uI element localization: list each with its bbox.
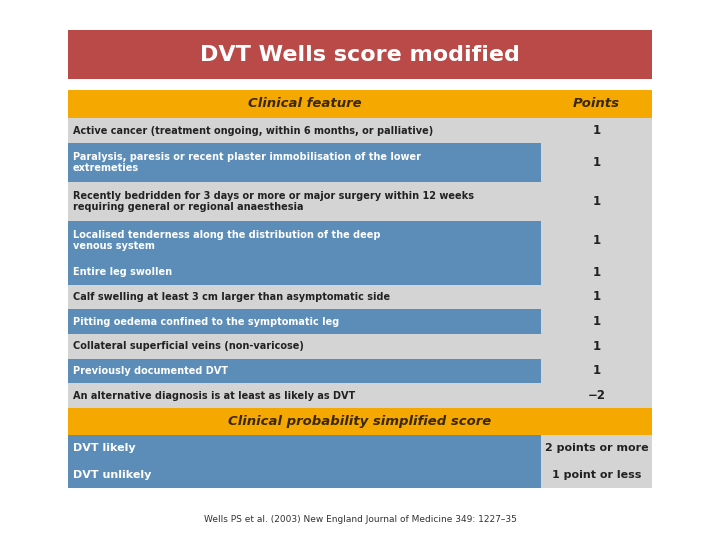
Bar xyxy=(541,359,652,383)
Text: 1: 1 xyxy=(593,156,600,169)
Text: 1: 1 xyxy=(593,234,600,247)
Text: 2 points or more: 2 points or more xyxy=(545,443,648,453)
Text: Wells PS et al. (2003) New England Journal of Medicine 349: 1227–35: Wells PS et al. (2003) New England Journ… xyxy=(204,516,516,524)
Text: DVT likely: DVT likely xyxy=(73,443,135,453)
Text: 1: 1 xyxy=(593,364,600,377)
Text: Clinical probability simplified score: Clinical probability simplified score xyxy=(228,415,492,428)
Text: 1 point or less: 1 point or less xyxy=(552,470,642,480)
Text: Entire leg swollen: Entire leg swollen xyxy=(73,267,172,278)
Bar xyxy=(68,383,541,408)
Bar xyxy=(541,260,652,285)
Text: DVT unlikely: DVT unlikely xyxy=(73,470,151,480)
Text: 1: 1 xyxy=(593,291,600,303)
Bar xyxy=(68,30,652,79)
Bar xyxy=(68,334,541,359)
Bar xyxy=(541,285,652,309)
Text: An alternative diagnosis is at least as likely as DVT: An alternative diagnosis is at least as … xyxy=(73,390,355,401)
Text: Active cancer (treatment ongoing, within 6 months, or palliative): Active cancer (treatment ongoing, within… xyxy=(73,126,433,136)
Bar xyxy=(541,334,652,359)
Bar xyxy=(541,461,652,488)
Bar xyxy=(68,461,541,488)
Text: 1: 1 xyxy=(593,340,600,353)
Bar xyxy=(68,182,541,221)
Text: 1: 1 xyxy=(593,124,600,137)
Bar xyxy=(541,435,652,461)
Text: Clinical feature: Clinical feature xyxy=(248,97,361,111)
Text: Collateral superficial veins (non-varicose): Collateral superficial veins (non-varico… xyxy=(73,341,304,352)
Bar xyxy=(68,359,541,383)
Text: Points: Points xyxy=(573,97,620,111)
Text: Calf swelling at least 3 cm larger than asymptomatic side: Calf swelling at least 3 cm larger than … xyxy=(73,292,390,302)
Text: Recently bedridden for 3 days or more or major surgery within 12 weeks
requiring: Recently bedridden for 3 days or more or… xyxy=(73,191,474,212)
Text: 1: 1 xyxy=(593,266,600,279)
Bar xyxy=(68,90,541,118)
Text: 1: 1 xyxy=(593,195,600,208)
Bar xyxy=(541,182,652,221)
Bar xyxy=(541,90,652,118)
Bar xyxy=(68,285,541,309)
Bar xyxy=(68,221,541,260)
Bar xyxy=(68,260,541,285)
Bar xyxy=(541,383,652,408)
Text: Previously documented DVT: Previously documented DVT xyxy=(73,366,228,376)
Bar xyxy=(541,143,652,182)
Bar xyxy=(541,221,652,260)
Text: 1: 1 xyxy=(593,315,600,328)
Bar xyxy=(68,435,541,461)
Text: Paralysis, paresis or recent plaster immobilisation of the lower
extremeties: Paralysis, paresis or recent plaster imm… xyxy=(73,152,421,173)
Text: Localised tenderness along the distribution of the deep
venous system: Localised tenderness along the distribut… xyxy=(73,230,380,251)
Bar xyxy=(68,143,541,182)
Bar xyxy=(68,408,652,435)
Text: −2: −2 xyxy=(588,389,606,402)
Bar xyxy=(541,309,652,334)
Bar xyxy=(541,118,652,143)
Bar xyxy=(68,118,541,143)
Text: Pitting oedema confined to the symptomatic leg: Pitting oedema confined to the symptomat… xyxy=(73,316,339,327)
Text: DVT Wells score modified: DVT Wells score modified xyxy=(200,45,520,65)
Bar xyxy=(68,309,541,334)
